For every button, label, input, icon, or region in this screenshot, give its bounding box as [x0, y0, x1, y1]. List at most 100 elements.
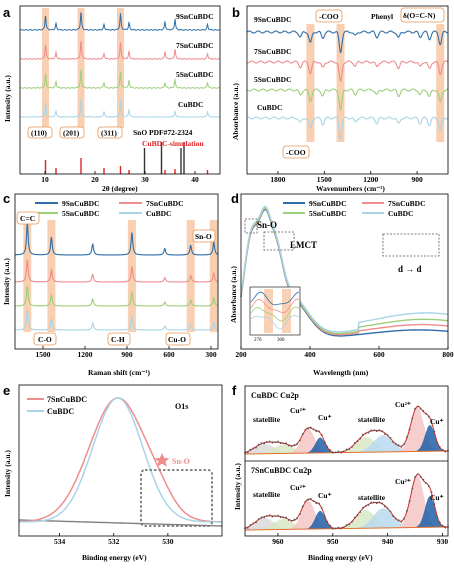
panel-c-frame [14, 193, 219, 350]
raman-highlight-2 [127, 220, 136, 332]
sncubdc-cu2p-raw-point-146 [444, 526, 447, 529]
raman-highlight-1 [47, 220, 56, 332]
annotation-box-cc [16, 211, 40, 225]
uvvis-tick-label-600: 600 [373, 350, 385, 359]
inset-tick-300: 300 [277, 338, 285, 343]
sncubdc-cu2p-raw-point-74 [345, 524, 348, 526]
legend-7sncubdc-c: 7SnCuBDC [146, 199, 184, 208]
raman-tick-label-300: 300 [205, 350, 217, 359]
annotation-coo-top: -COO [319, 12, 339, 21]
o1s-background [19, 519, 222, 527]
ftir-series-5SnCuBDC [246, 88, 449, 111]
panel-c-x-axis-title: Raman shift (cm⁻¹) [88, 368, 151, 377]
sncubdc-cu2p-raw-point-10 [257, 518, 260, 521]
sncubdc-cu2p-baseline [244, 526, 449, 531]
cubdc-cu2p-raw-point-76 [348, 448, 351, 450]
dd-dashed-box [382, 233, 440, 257]
annotation-o1s: O1s [175, 402, 188, 411]
sncubdc-cu2p-raw-point-120 [408, 500, 411, 503]
sncubdc-cu2p-raw-point-18 [268, 514, 271, 517]
panel-c-series [15, 222, 219, 331]
panel-e-frame [18, 384, 223, 537]
cubdc-cu2p-raw-point-48 [309, 426, 312, 429]
inset-tick-270: 270 [254, 338, 262, 343]
f-bot-label-satellite-2: statellite [358, 493, 386, 502]
inset-series-9SnCuBDC [250, 291, 300, 306]
cubdc-cu2p-raw-point-12 [260, 442, 263, 445]
inset-series [250, 289, 300, 333]
sncubdc-cu2p-component-6 [245, 475, 448, 530]
panel-b-ftir: b 9SnCuBDC 7SnCuBDC 5SnCuBDC CuBDC -COO … [231, 5, 449, 193]
panel-d-series [240, 205, 449, 337]
sncubdc-cu2p-raw-point-38 [296, 517, 299, 520]
o1s-series-CuBDC [18, 397, 222, 523]
annotation-c-o: C-O [38, 335, 52, 344]
peak-box-201 [59, 126, 85, 139]
legend-5sncubdc-d: 5SnCuBDC [309, 209, 347, 218]
sncubdc-cu2p-raw-point-64 [331, 527, 334, 530]
panel-f-y-axis-title: Intensity (a.u.) [233, 463, 242, 510]
f-top-label-satellite-2: statellite [358, 415, 386, 424]
sncubdc-cu2p-raw-point-2 [246, 526, 249, 529]
annotation-box-sno [192, 229, 216, 243]
sncubdc-cu2p-raw-point-40 [298, 513, 301, 515]
cubdc-cu2p-raw-point-96 [375, 430, 378, 433]
sncubdc-cu2p-raw-point-20 [271, 515, 274, 518]
panel-a-series [19, 12, 221, 118]
cubdc-cu2p-raw-point-142 [438, 446, 441, 448]
cubdc-cu2p-raw-point-82 [356, 440, 359, 443]
ftir-tick-label-900: 900 [411, 175, 423, 184]
cubdc-cu2p-raw-point-130 [422, 409, 425, 412]
panel-e-series [18, 397, 222, 527]
ftir-tick-label-1800: 1800 [270, 175, 285, 184]
cubdc-cu2p-raw-point-36 [293, 443, 296, 446]
cu2p-tick-label-940: 940 [382, 537, 394, 546]
raman-highlight-4 [209, 220, 218, 332]
cubdc-cu2p-raw-point-4 [249, 448, 252, 451]
sncubdc-cu2p-raw-point-142 [438, 521, 441, 524]
cubdc-cu2p-raw-point-144 [441, 448, 444, 451]
sncubdc-cu2p-raw-point-16 [266, 514, 268, 517]
cubdc-cu2p-raw-point-52 [315, 430, 318, 433]
sncubdc-cu2p-raw-point-62 [329, 524, 331, 527]
sncubdc-cu2p-raw-point-94 [373, 501, 375, 504]
sncubdc-cu2p-raw-point-78 [351, 520, 353, 523]
cubdc-cu2p-raw-point-32 [287, 444, 290, 447]
cubdc-cu2p-raw-point-84 [359, 437, 362, 440]
panel-c-label: c [3, 191, 10, 206]
cubdc-cu2p-raw-point-50 [312, 428, 315, 431]
annotation-sn-o: Sn-O [195, 232, 212, 241]
series-label-5sncubdc: 5SnCuBDC [176, 70, 214, 79]
inset-frame [249, 286, 301, 336]
panel-e-x-ticks: 534 532 530 [54, 533, 174, 546]
cubdc-cu2p-raw-point-18 [268, 440, 271, 443]
sncubdc-cu2p-raw-point-122 [411, 487, 414, 490]
legend-cubdc-e: CuBDC [47, 407, 74, 416]
raman-series-7SnCuBDC [15, 259, 218, 283]
xrd-highlight-2 [117, 8, 124, 128]
sncubdc-cu2p-raw-point-28 [282, 516, 285, 519]
sncubdc-cu2p-raw-point-126 [416, 473, 419, 476]
ftir-tick-label-1500: 1500 [317, 175, 332, 184]
f-top-label-satellite-1: statellite [253, 415, 281, 424]
panel-d-x-axis-title: Wavelength (nm) [313, 368, 369, 377]
sncubdc-cu2p-raw-point-4 [249, 524, 252, 526]
cubdc-cu2p-raw-point-56 [320, 434, 323, 437]
panel-b-frame [246, 5, 449, 175]
sncubdc-cu2p-raw-point-106 [389, 510, 392, 513]
panel-f-bottom-title: 7SnCuBDC Cu2p [251, 466, 312, 475]
cubdc-cu2p-raw-point-30 [285, 442, 288, 445]
annotation-box-co [33, 332, 57, 346]
sncubdc-cu2p-raw-point-112 [397, 519, 400, 522]
sncubdc-cu2p-raw-point-86 [362, 506, 364, 509]
panel-a-x-axis-title: 2θ (degree) [102, 184, 138, 193]
annotation-phenyl: Phenyl [371, 12, 393, 21]
peak-label-110: (110) [31, 129, 47, 138]
panel-f-top-title: CuBDC Cu2p [251, 391, 299, 400]
panel-b-label: b [232, 5, 240, 20]
sncubdc-cu2p-raw-point-138 [433, 503, 436, 506]
sncubdc-cu2p-raw-point-90 [367, 504, 370, 506]
annotation-box-delta [400, 7, 445, 23]
cubdc-cu2p-raw-point-10 [257, 443, 260, 446]
